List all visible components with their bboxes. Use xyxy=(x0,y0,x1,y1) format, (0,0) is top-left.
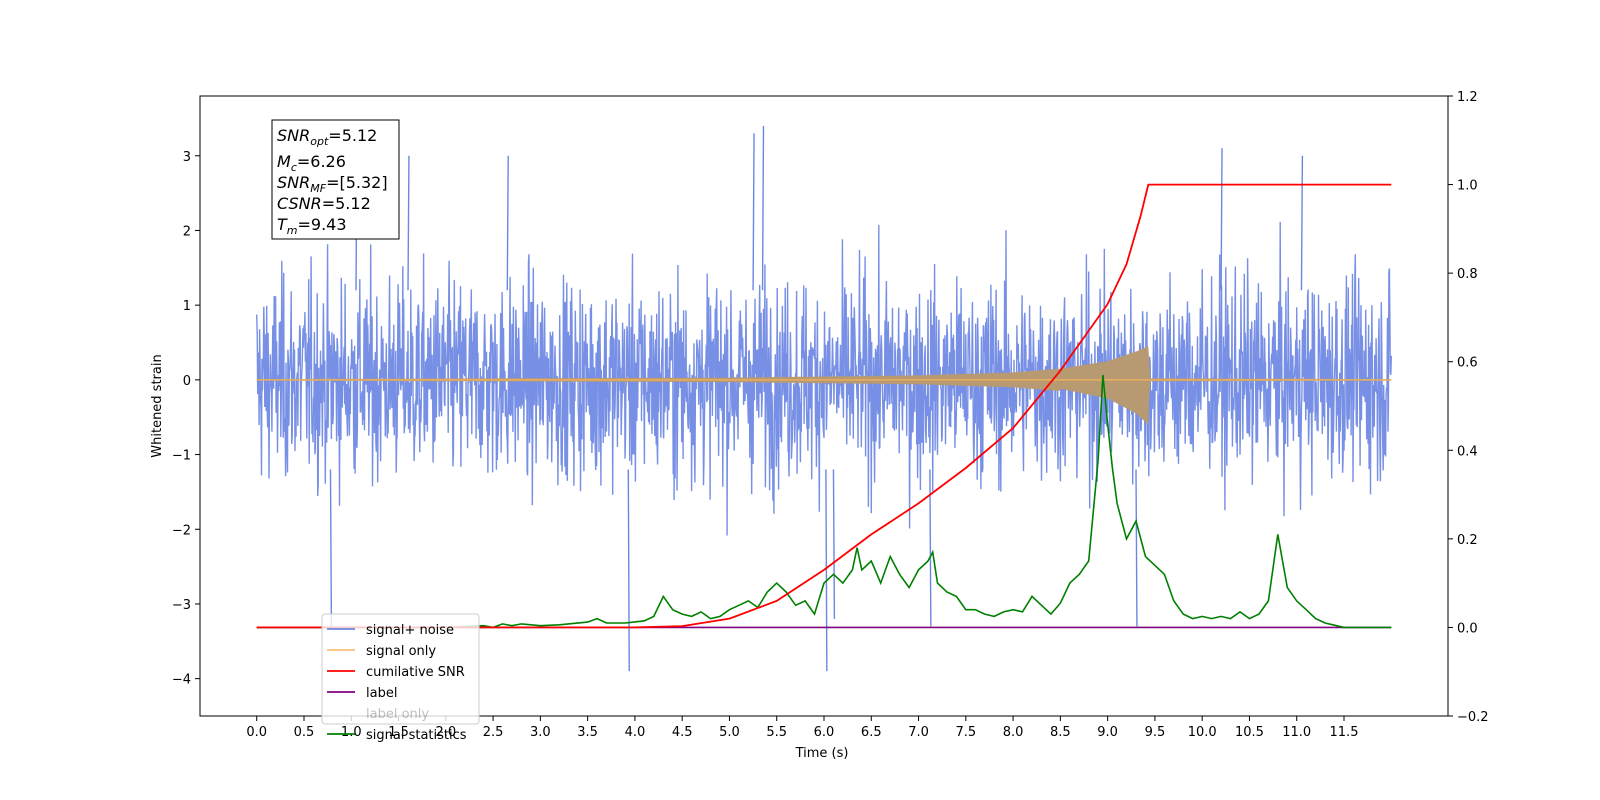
x-tick-label: 2.0 xyxy=(435,725,456,740)
x-tick-label: 8.0 xyxy=(1003,725,1024,740)
noise-spike xyxy=(1220,148,1223,291)
x-tick-label: 0.5 xyxy=(294,725,315,740)
legend-label: signal only xyxy=(366,644,436,659)
noise-spike xyxy=(1135,469,1138,627)
x-axis-label: Time (s) xyxy=(795,746,849,761)
x-tick-label: 5.0 xyxy=(719,725,740,740)
x-tick-label: 3.5 xyxy=(577,725,598,740)
legend-label: cumilative SNR xyxy=(366,665,465,680)
info-tm: Tm=9.43 xyxy=(277,215,347,237)
x-tick-label: 3.0 xyxy=(530,725,551,740)
info-snr-mf: SNRMF=[5.32] xyxy=(277,173,388,195)
noise-spike xyxy=(761,125,765,291)
y-right-tick-label: 1.0 xyxy=(1457,179,1478,194)
x-tick-label: 7.0 xyxy=(908,725,929,740)
y-axis-right: 1.2 1.0 0.8 0.6 0.4 0.2 0.0 −0.2 xyxy=(1448,90,1489,725)
x-tick-label: 2.5 xyxy=(483,725,504,740)
x-tick-label: 6.0 xyxy=(814,725,835,740)
x-tick-label: 9.0 xyxy=(1097,725,1118,740)
y-left-tick-label: −2 xyxy=(172,523,191,538)
y-right-tick-label: 0.4 xyxy=(1457,444,1478,459)
x-tick-label: 6.5 xyxy=(861,725,882,740)
signal-plus-noise-line xyxy=(256,221,1392,536)
x-tick-label: 9.5 xyxy=(1145,725,1166,740)
info-box: SNRopt=5.12 Mc=6.26 SNRMF=[5.32] CSNR=5.… xyxy=(271,119,400,240)
y-right-tick-label: 0.8 xyxy=(1457,267,1478,282)
x-tick-label: 11.5 xyxy=(1330,725,1359,740)
noise-spike xyxy=(832,469,836,619)
noise-spike xyxy=(407,155,410,291)
noise-spike xyxy=(329,469,333,627)
y-left-tick-label: 2 xyxy=(183,224,191,239)
y-axis-left: 3 2 1 0 −1 −2 −3 −4 xyxy=(172,150,200,688)
y-right-tick-label: 0.6 xyxy=(1457,356,1478,371)
y-left-tick-label: 1 xyxy=(183,299,191,314)
x-tick-label: 1.5 xyxy=(388,725,409,740)
y-right-tick-label: 1.2 xyxy=(1457,90,1478,105)
legend: signal+ noise signal only cumilative SNR la… xyxy=(321,613,480,743)
x-axis: 0.0 0.5 1.0 1.5 2.0 2.5 3.0 3.5 4.0 4.5 5.0 5.5 6.0 6… xyxy=(246,716,1358,740)
info-box-frame xyxy=(271,119,400,240)
x-tick-label: 4.0 xyxy=(625,725,646,740)
noise-spike xyxy=(752,133,755,291)
x-tick-label: 5.5 xyxy=(766,725,787,740)
signal-statistics-line xyxy=(256,374,1392,629)
y-left-tick-label: −4 xyxy=(172,673,191,688)
y-axis-label: Whitened strain xyxy=(150,354,165,457)
signal-only-envelope xyxy=(256,346,1392,425)
legend-label: label xyxy=(366,686,397,701)
y-left-tick-label: 3 xyxy=(183,150,191,165)
noise-spike xyxy=(1300,155,1304,291)
noise-spike xyxy=(825,469,828,672)
x-tick-label: 10.0 xyxy=(1188,725,1217,740)
x-tick-label: 10.5 xyxy=(1235,725,1264,740)
series-cumulative-snr xyxy=(256,183,1392,629)
series-signal-statistics xyxy=(256,374,1392,629)
y-left-tick-label: 0 xyxy=(183,374,191,389)
legend-frame xyxy=(321,613,480,725)
legend-label: signal statistics xyxy=(366,728,467,743)
noise-spike xyxy=(929,469,932,627)
x-tick-label: 1.0 xyxy=(341,725,362,740)
y-right-tick-label: 0.2 xyxy=(1457,533,1478,548)
noise-spike xyxy=(627,469,630,672)
x-tick-label: 11.0 xyxy=(1282,725,1311,740)
x-tick-label: 4.5 xyxy=(672,725,693,740)
legend-label: label only xyxy=(366,707,429,722)
info-csnr: CSNR=5.12 xyxy=(277,194,371,213)
x-tick-label: 8.5 xyxy=(1050,725,1071,740)
x-tick-label: 0.0 xyxy=(246,725,267,740)
series-signal-only xyxy=(256,346,1392,425)
info-snr-opt: SNRopt=5.12 xyxy=(277,126,377,148)
series-signal-plus-noise xyxy=(256,125,1392,672)
y-right-tick-label: −0.2 xyxy=(1457,710,1489,725)
y-left-tick-label: −3 xyxy=(172,598,191,613)
x-tick-label: 7.5 xyxy=(955,725,976,740)
info-mc: Mc=6.26 xyxy=(277,152,346,174)
y-left-tick-label: −1 xyxy=(172,449,191,464)
legend-label: signal+ noise xyxy=(366,623,454,638)
y-right-tick-label: 0.0 xyxy=(1457,621,1478,636)
noise-spike xyxy=(506,155,509,291)
cumulative-snr-line xyxy=(256,183,1392,629)
